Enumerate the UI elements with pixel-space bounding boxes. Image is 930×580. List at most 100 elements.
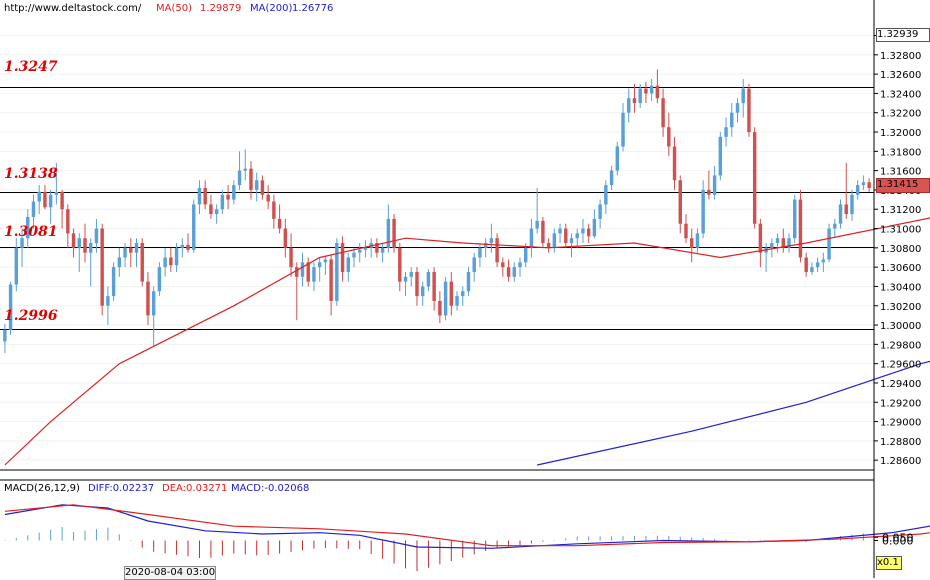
candle-body: [375, 243, 379, 253]
candle-body: [558, 228, 562, 234]
grid-lines: [0, 35, 874, 461]
candle-body: [506, 267, 511, 277]
candle-body: [89, 243, 93, 253]
candle-body: [237, 170, 242, 186]
last-price-marker: 1.31415: [876, 178, 930, 193]
candle-body: [83, 238, 87, 253]
candle-body: [655, 85, 660, 99]
macd-scale-label: x0.1: [876, 556, 902, 570]
candle-body: [489, 238, 494, 244]
candle-body: [14, 247, 19, 285]
candle-body: [529, 228, 534, 248]
candle-body: [609, 170, 614, 186]
candle-body: [380, 247, 385, 253]
candle-body: [466, 271, 471, 292]
candle-body: [415, 271, 419, 297]
candle-body: [220, 194, 225, 210]
candle-body: [232, 185, 236, 200]
candle-body: [66, 209, 70, 234]
candle-body: [174, 247, 179, 266]
candle-body: [134, 243, 139, 253]
candle-body: [340, 243, 345, 272]
candle-body: [392, 218, 396, 248]
candle-body: [638, 88, 642, 104]
candle-body: [449, 281, 454, 306]
price-tick-label: 1.28600: [880, 456, 921, 467]
candle-body: [214, 209, 219, 215]
candle-body: [546, 243, 551, 248]
candle-body: [403, 276, 408, 282]
moving-averages: [4, 217, 930, 466]
candle-body: [306, 262, 310, 282]
candle-body: [60, 191, 64, 210]
candle-body: [649, 85, 654, 94]
candle-body: [661, 98, 665, 128]
candle-body: [575, 233, 579, 239]
candle-body: [151, 291, 156, 316]
candle-body: [495, 238, 499, 263]
price-tick-label: 1.32600: [880, 70, 921, 81]
candle-body: [106, 296, 110, 306]
candle-body: [169, 257, 173, 266]
candle-body: [483, 243, 488, 248]
candle-body: [26, 216, 30, 239]
candle-body: [260, 180, 265, 195]
candle-body: [226, 194, 230, 200]
ma50-line: [4, 217, 930, 466]
candle-body: [810, 267, 814, 272]
macd-value-label: MACD:-0.02068: [231, 483, 310, 494]
candle-body: [192, 204, 196, 250]
candle-body: [295, 267, 299, 277]
candle-body: [821, 259, 826, 263]
macd-name: MACD(26,12,9): [4, 483, 80, 494]
candle-body: [718, 136, 723, 176]
candle-body: [627, 98, 631, 113]
macd-tick-label: 0.000: [882, 535, 914, 548]
candle-body: [827, 228, 831, 260]
candle-body: [180, 244, 185, 248]
candle-body: [815, 262, 820, 268]
candle-body: [478, 247, 482, 258]
candle-body: [850, 194, 854, 215]
macd-diff-label: DIFF:0.02237: [88, 483, 155, 494]
candle-body: [54, 191, 59, 195]
price-tick-label: 1.32200: [880, 109, 921, 120]
macd-dea-line: [4, 504, 930, 547]
candle-body: [266, 194, 270, 202]
candle-body: [77, 238, 81, 248]
ma200-label: MA(200): [250, 3, 293, 14]
price-tick-label: 1.31000: [880, 225, 921, 236]
candle-body: [701, 189, 705, 234]
candle-body: [695, 233, 700, 248]
candle-body: [781, 238, 785, 248]
candle-body: [501, 262, 505, 268]
candle-body: [615, 146, 620, 171]
candle-body: [3, 329, 7, 342]
macd-diff-line: [4, 504, 930, 549]
candle-body: [312, 267, 316, 282]
top-price-marker: 1.32939: [876, 28, 930, 42]
ma200-value: 1.26776: [292, 3, 334, 14]
candle-body: [861, 182, 866, 186]
candle-body: [541, 220, 545, 244]
candle-body: [317, 262, 322, 268]
candle-body: [833, 223, 837, 229]
candle-body: [707, 189, 711, 195]
candle-body: [518, 262, 522, 268]
source-url[interactable]: http://www.deltastock.com/: [4, 3, 142, 14]
candle-body: [770, 243, 774, 248]
candle-body: [552, 233, 557, 248]
candle-body: [798, 199, 803, 258]
candle-body: [277, 218, 282, 229]
candle-body: [838, 204, 843, 224]
candlestick-series: [3, 69, 871, 354]
candle-body: [867, 182, 871, 189]
candle-body: [71, 233, 76, 248]
candle-body: [398, 247, 402, 282]
horizontal-levels: [0, 87, 874, 330]
candle-body: [598, 204, 602, 219]
candle-body: [37, 191, 41, 202]
candle-body: [569, 238, 574, 244]
